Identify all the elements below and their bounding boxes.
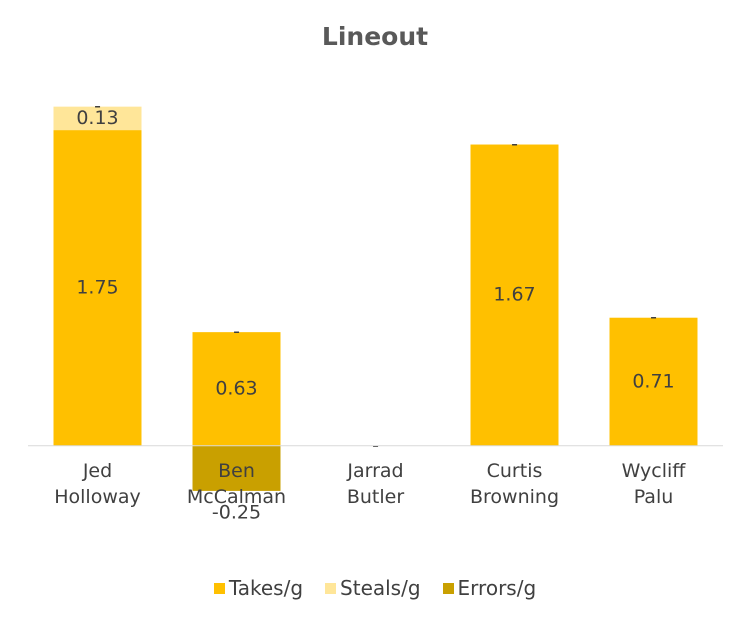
data-label: - [511, 133, 518, 155]
data-label: -0.25 [212, 501, 261, 523]
bar-segment [470, 144, 559, 446]
data-label: 1.75 [76, 276, 118, 298]
bar-segment [53, 106, 142, 131]
bar-segment [609, 317, 698, 446]
legend-item: Steals/g [325, 576, 421, 600]
x-tick-label: Jed Holloway [54, 459, 141, 508]
data-label: - [233, 321, 240, 343]
data-label: 0.63 [215, 377, 257, 399]
legend-swatch [325, 582, 337, 594]
legend-label: Takes/g [228, 576, 304, 600]
x-tick-label: Ben McCalman [186, 459, 287, 508]
legend-swatch [442, 582, 454, 594]
data-label: 0.71 [632, 370, 674, 392]
x-tick-label: Curtis Browning [469, 459, 560, 508]
bar-segment [192, 445, 281, 491]
x-tick-label: Jarrad Butler [346, 459, 405, 508]
chart-title: Lineout [321, 22, 429, 51]
data-label: 0.13 [76, 107, 118, 129]
data-label: - [94, 95, 101, 117]
legend-item: Takes/g [213, 576, 304, 600]
data-label: 1.67 [493, 284, 535, 306]
legend-item: Errors/g [442, 576, 537, 600]
bar-segment [53, 130, 142, 446]
legend-label: Errors/g [457, 576, 537, 600]
legend: Takes/g Steals/g Errors/g [0, 576, 750, 600]
legend-swatch [213, 582, 225, 594]
x-tick-label: Wycliff Palu [621, 459, 686, 508]
bar-segment [192, 332, 281, 446]
data-label: - [650, 306, 657, 328]
legend-label: Steals/g [340, 576, 421, 600]
